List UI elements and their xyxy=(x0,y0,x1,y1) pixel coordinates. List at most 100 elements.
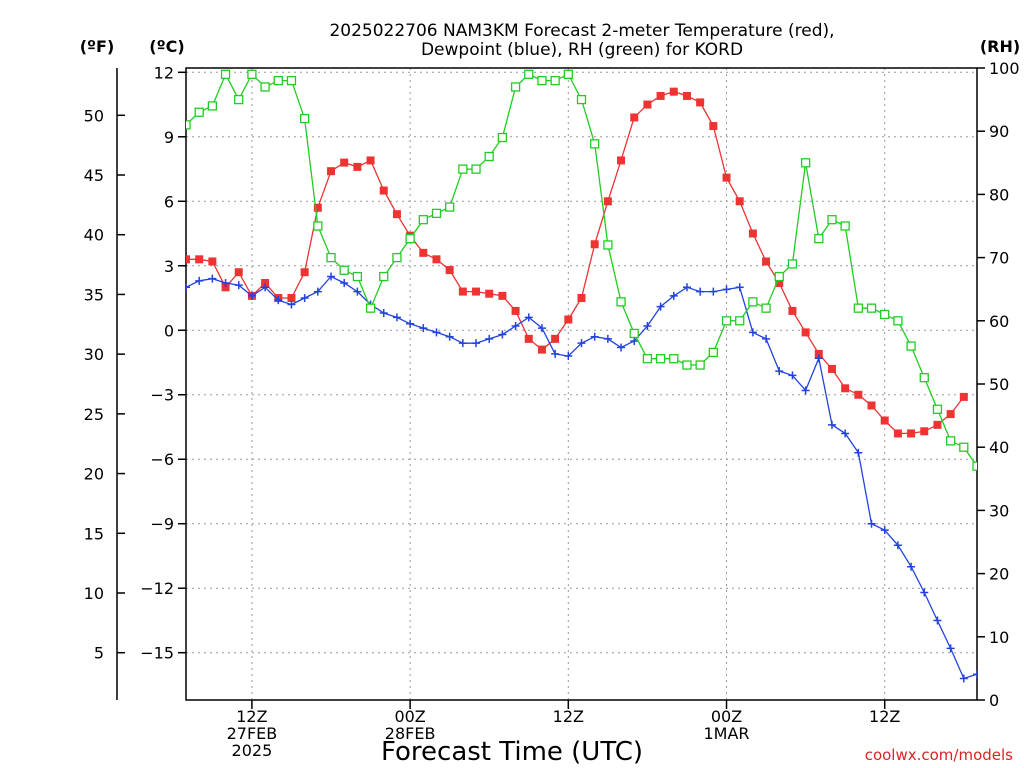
rh-point xyxy=(721,316,732,326)
rh-point xyxy=(550,75,560,86)
temperature-point xyxy=(603,197,612,206)
dewpoint-point xyxy=(406,319,415,328)
rh-point xyxy=(840,221,850,231)
x-tick-label: 27FEB xyxy=(227,724,278,743)
temperature-point xyxy=(933,420,942,429)
rh-point xyxy=(392,252,402,263)
dewpoint-point xyxy=(669,291,678,300)
dewpoint-point xyxy=(458,339,467,348)
plot-frame xyxy=(185,67,978,701)
rh-point xyxy=(431,208,442,219)
rh-point xyxy=(220,69,231,79)
dewpoint-point xyxy=(748,328,757,337)
dewpoint-point xyxy=(208,274,217,283)
temperature-point xyxy=(392,210,401,219)
fahrenheit-tick-label: 15 xyxy=(84,524,104,543)
dewpoint-point xyxy=(854,448,863,457)
dewpoint-point xyxy=(643,321,652,330)
dewpoint-point xyxy=(340,278,349,287)
rh-point xyxy=(286,75,297,86)
rh-point xyxy=(695,360,705,370)
temperature-point xyxy=(722,173,731,182)
temperature-point xyxy=(775,278,784,287)
rh-point xyxy=(510,82,521,92)
rh-tick-label: 70 xyxy=(989,249,1009,268)
x-tick-label: 00Z xyxy=(394,707,425,726)
dewpoint-point xyxy=(247,291,256,300)
rh-point xyxy=(959,442,969,452)
temperature-point xyxy=(551,334,560,343)
dewpoint-point xyxy=(880,526,889,535)
dewpoint-point xyxy=(617,343,626,352)
rh-point xyxy=(524,69,534,79)
x-axis-title: Forecast Time (UTC) xyxy=(381,737,643,767)
dewpoint-point xyxy=(445,332,454,341)
rh-point xyxy=(313,221,323,231)
rh-point xyxy=(919,373,929,383)
dewpoint-point xyxy=(709,287,718,296)
temperature-point xyxy=(577,294,586,303)
x-tick-label: 1MAR xyxy=(703,724,749,743)
rh-point xyxy=(906,341,916,351)
temperature-point xyxy=(656,91,665,100)
dewpoint-point xyxy=(841,429,850,438)
rh-point xyxy=(774,271,784,282)
rh-point xyxy=(273,75,283,86)
temperature-point xyxy=(234,268,243,277)
rh-point xyxy=(576,94,587,105)
dewpoint-point xyxy=(195,276,204,285)
celsius-tick-label: −15 xyxy=(140,644,174,663)
dewpoint-line xyxy=(186,275,977,680)
dewpoint-point xyxy=(300,294,309,303)
temperature-point xyxy=(419,248,428,257)
celsius-tick-label: −12 xyxy=(140,579,174,598)
temperature-point xyxy=(801,328,810,337)
rh-tick-label: 50 xyxy=(989,375,1009,394)
dewpoint-point xyxy=(577,339,586,348)
temperature-point xyxy=(208,257,217,266)
rh-point xyxy=(682,360,692,370)
rh-tick-label: 100 xyxy=(989,59,1020,78)
temperature-point xyxy=(920,427,929,436)
celsius-unit-label: (ºC) xyxy=(149,37,184,56)
temperature-point xyxy=(327,167,336,176)
rh-point xyxy=(972,461,977,471)
title-line-1: 2025022706 NAM3KM Forecast 2-meter Tempe… xyxy=(329,21,834,41)
gridlines xyxy=(186,68,977,700)
fahrenheit-tick-label: 50 xyxy=(84,106,104,125)
rh-point xyxy=(234,94,244,105)
temperature-point xyxy=(472,287,481,296)
dewpoint-point xyxy=(775,367,784,376)
rh-point xyxy=(642,354,653,364)
title-line-2: Dewpoint (blue), RH (green) for KORD xyxy=(421,40,743,60)
dewpoint-point xyxy=(603,334,612,343)
dewpoint-point xyxy=(590,332,599,341)
rh-point xyxy=(207,101,218,111)
celsius-tick-label: 3 xyxy=(164,257,174,276)
temperature-point xyxy=(287,294,296,303)
rh-point xyxy=(445,202,455,212)
dewpoint-point xyxy=(221,278,230,287)
fahrenheit-tick-label: 5 xyxy=(94,644,104,663)
temperature-point xyxy=(893,429,902,438)
fahrenheit-tick-label: 20 xyxy=(84,465,104,484)
rh-point xyxy=(418,215,428,225)
rh-point xyxy=(365,303,376,313)
dewpoint-point xyxy=(485,334,494,343)
dewpoint-point xyxy=(920,588,929,597)
rh-point xyxy=(471,164,481,174)
rh-point xyxy=(616,297,626,307)
temperature-point xyxy=(195,255,204,264)
x-tick-label: 12Z xyxy=(236,707,267,726)
celsius-tick-label: 6 xyxy=(164,192,174,211)
temperature-point xyxy=(643,100,652,109)
rh-point xyxy=(748,297,758,307)
temperature-point xyxy=(880,416,889,425)
rh-point xyxy=(537,75,547,86)
temperature-point xyxy=(524,334,533,343)
temperature-point xyxy=(867,401,876,410)
temperature-point xyxy=(590,240,599,249)
temperature-series xyxy=(186,87,968,438)
temperature-point xyxy=(788,306,797,315)
